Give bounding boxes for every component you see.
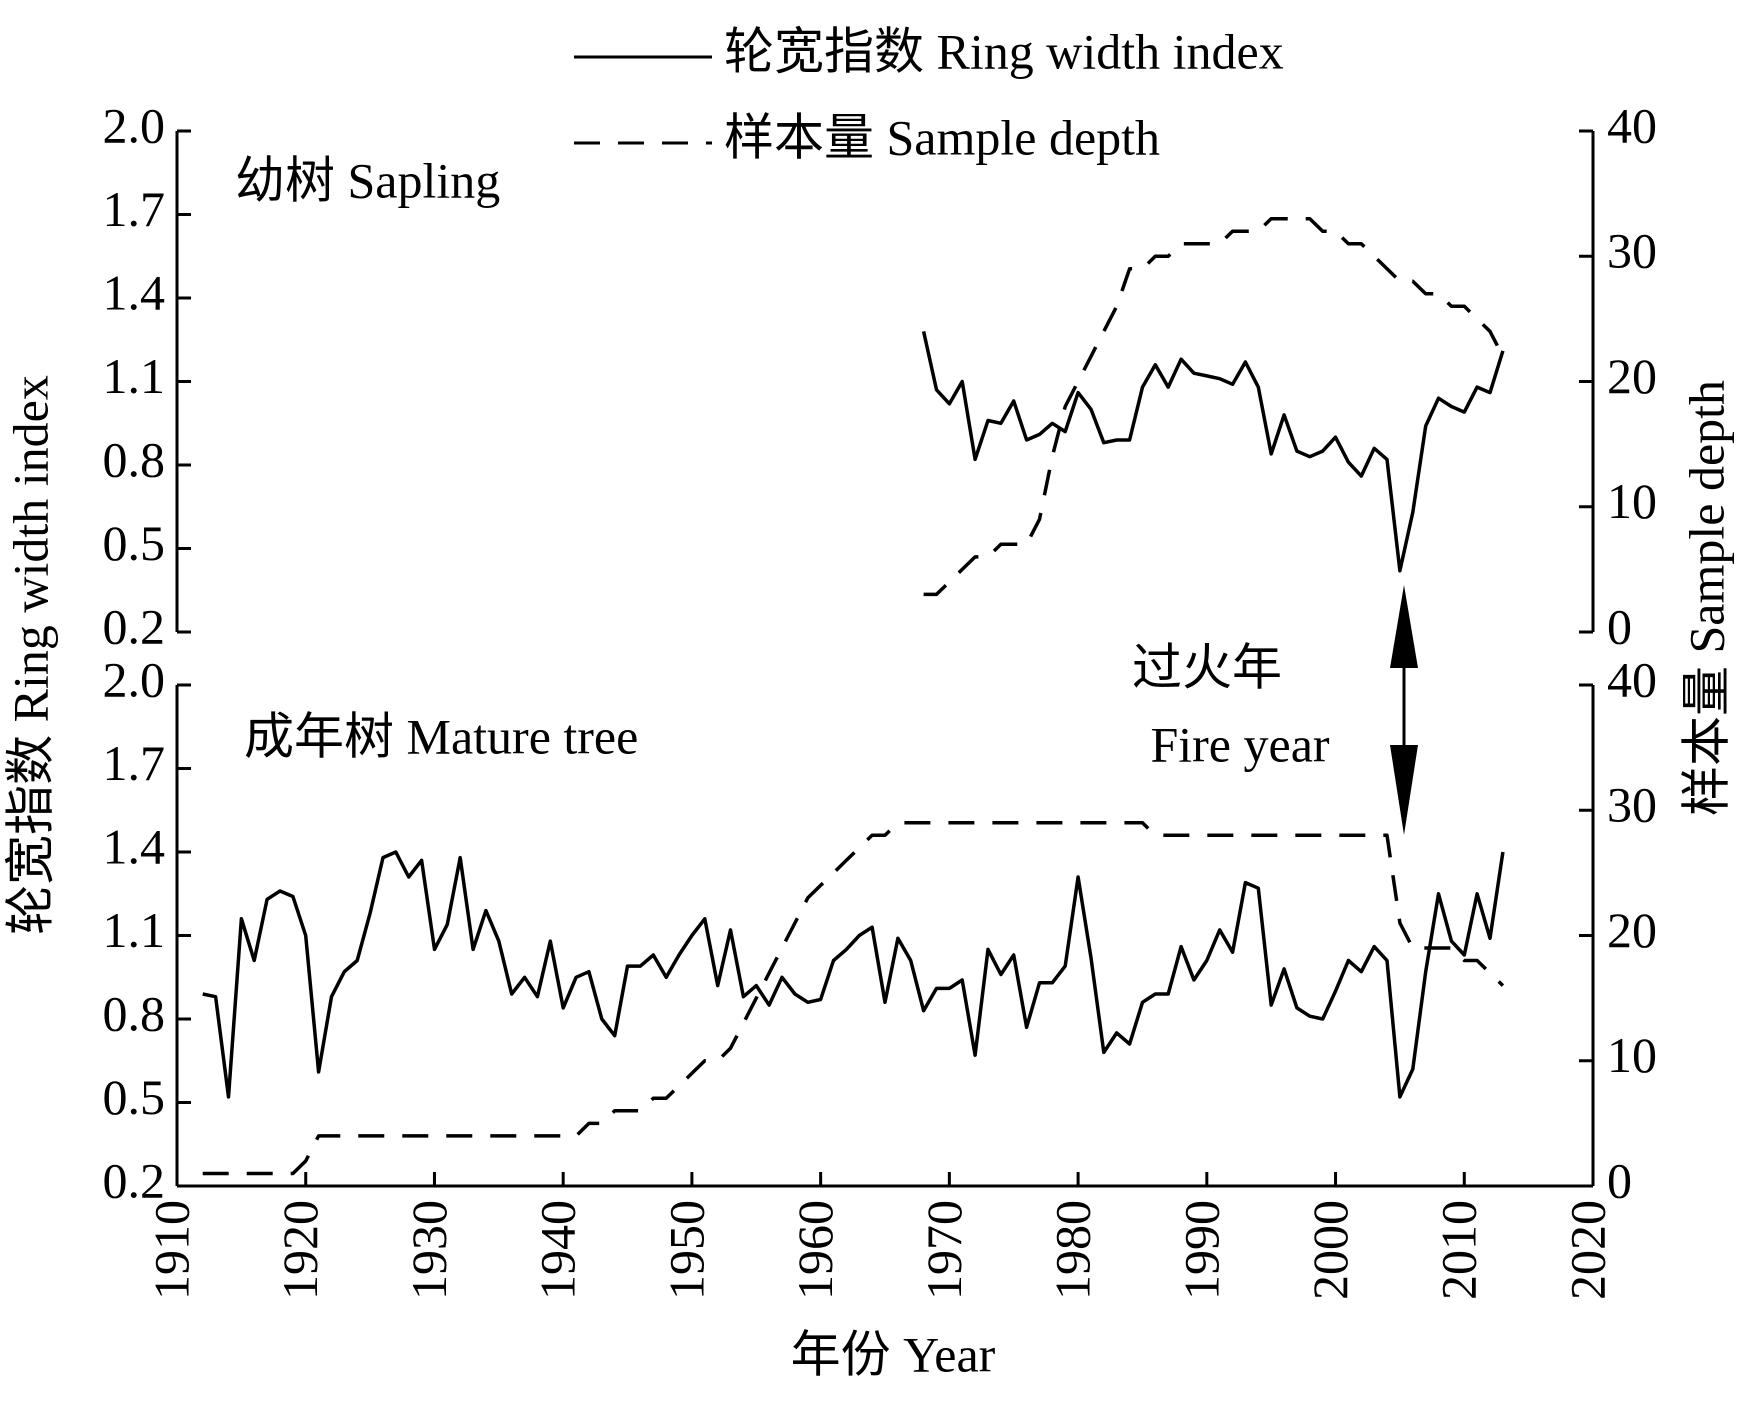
x-tick-label: 1950	[658, 1200, 714, 1300]
y-tick-label: 2.0	[103, 97, 166, 153]
y2-tick-label: 20	[1607, 902, 1657, 958]
y2-tick-label: 0	[1607, 1152, 1632, 1208]
y2-tick-label: 0	[1607, 598, 1632, 654]
series-line	[202, 821, 1505, 1176]
y-tick-label: 1.4	[103, 818, 166, 874]
y-tick-label: 1.7	[103, 735, 166, 791]
y-tick-label: 2.0	[103, 651, 166, 707]
x-tick-label: 2000	[1302, 1200, 1358, 1300]
x-tick-label: 1960	[787, 1200, 843, 1300]
legend-label: 轮宽指数 Ring width index	[724, 23, 1284, 79]
x-tick-label: 2020	[1559, 1200, 1615, 1300]
y-tick-label: 1.1	[103, 348, 166, 404]
x-tick-label: 2010	[1431, 1200, 1487, 1300]
x-tick-label: 1920	[272, 1200, 328, 1300]
fire-label: Fire year	[1150, 716, 1329, 772]
fire-label: 过火年	[1132, 639, 1282, 695]
x-tick-label: 1910	[143, 1200, 199, 1300]
x-tick-label: 1970	[916, 1200, 972, 1300]
y-tick-label: 0.5	[103, 515, 166, 571]
y-tick-label: 1.1	[103, 902, 166, 958]
y2-tick-label: 40	[1607, 651, 1657, 707]
y-tick-label: 0.8	[103, 985, 166, 1041]
y2-tick-label: 30	[1607, 223, 1657, 279]
y-tick-label: 1.4	[103, 264, 166, 320]
x-tick-label: 1940	[530, 1200, 586, 1300]
y-tick-label: 0.5	[103, 1069, 166, 1125]
series-line	[921, 331, 1505, 573]
series-line	[202, 850, 1505, 1099]
y2-tick-label: 30	[1607, 777, 1657, 833]
y2-tick-label: 40	[1607, 97, 1657, 153]
legend-label: 样本量 Sample depth	[724, 109, 1160, 165]
y-tick-label: 0.2	[103, 1152, 166, 1208]
y2-tick-label: 20	[1607, 348, 1657, 404]
x-tick-label: 1980	[1045, 1200, 1101, 1300]
x-tick-label: 1990	[1173, 1200, 1229, 1300]
y-tick-label: 0.8	[103, 431, 166, 487]
fire-arrow	[1390, 585, 1418, 835]
panel-label: 幼树 Sapling	[235, 152, 500, 208]
y-tick-label: 0.2	[103, 598, 166, 654]
y2-tick-label: 10	[1607, 1027, 1657, 1083]
y2-tick-label: 10	[1607, 473, 1657, 529]
x-tick-label: 1930	[401, 1200, 457, 1300]
x-axis-label: 年份 Year	[791, 1326, 996, 1382]
y-tick-label: 1.7	[103, 181, 166, 237]
panel-label: 成年树 Mature tree	[244, 708, 638, 764]
y-axis-label: 轮宽指数 Ring width index	[2, 375, 58, 935]
y2-axis-label: 样本量 Sample depth	[1678, 380, 1734, 816]
